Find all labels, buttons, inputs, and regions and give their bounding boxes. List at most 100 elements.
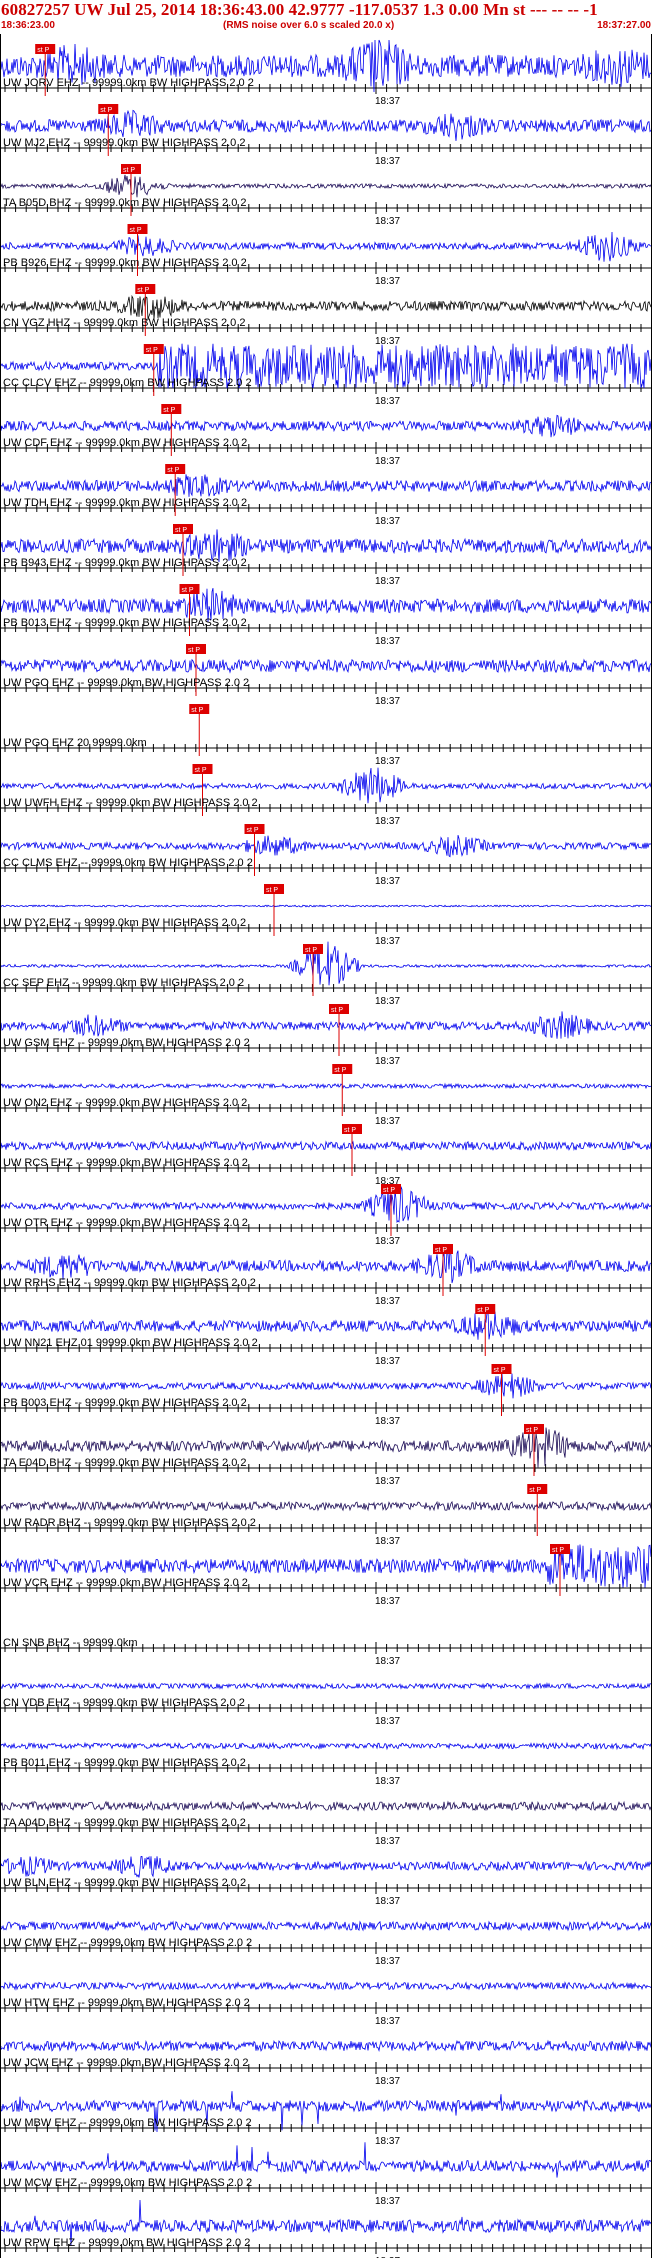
minute-label: 18:37 (375, 1236, 400, 1247)
trace-row: 18:37 st P CC CLCV EHZ -- 99999.0km BW HIG… (0, 343, 652, 407)
trace-row: 18:37 st P TA E04D BHZ -- 99999.0km BW HIG… (0, 1424, 652, 1487)
waveform (0, 1373, 652, 1399)
waveform (0, 1800, 652, 1812)
pick-label: st P (100, 107, 112, 114)
pick-label: st P (123, 167, 135, 174)
waveform (0, 1544, 652, 1588)
pick-label: st P (494, 1367, 506, 1374)
pick-flag (165, 464, 186, 474)
minute-label: 18:37 (375, 756, 400, 767)
pick-label: st P (266, 887, 278, 894)
minute-label: 18:37 (375, 1356, 400, 1367)
minute-label: 18:37 (375, 2136, 400, 2147)
pick-flag (143, 344, 164, 354)
minute-label: 18:37 (375, 1896, 400, 1907)
waveform (0, 1500, 652, 1512)
station-label: UW CDF EHZ -- 99999.0km BW HIGHPASS 2.0 … (3, 437, 247, 449)
pick-flag (98, 104, 119, 114)
station-label: UW MBW EHZ -- 99999.0km BW HIGHPASS 2.0 … (3, 2117, 252, 2129)
trace-row: 18:37 st P UW PGO EHZ 20 99999.0km (1, 704, 651, 767)
trace-row: 18:37 UW MBW EHZ -- 99999.0km BW HIGHPASS… (0, 2091, 652, 2147)
waveform (0, 231, 652, 262)
station-label: UW OTR EHZ -- 99999.0km BW HIGHPASS 2.0 … (3, 1217, 248, 1229)
pick-label: st P (175, 527, 187, 534)
minute-label: 18:37 (375, 1176, 400, 1187)
trace-row: 18:37 UW CMW EHZ -- 99999.0km BW HIGHPASS… (0, 1920, 652, 1967)
pick-flag (332, 1064, 353, 1074)
minute-label: 18:37 (375, 456, 400, 467)
pick-flag (189, 704, 210, 714)
pick-flag (264, 884, 284, 894)
minute-label: 18:37 (375, 1116, 400, 1127)
waveform (0, 1082, 652, 1090)
minute-label: 18:37 (375, 96, 400, 107)
page-title: 60827257 UW Jul 25, 2014 18:36:43.00 42.… (1, 0, 598, 19)
waveform (0, 834, 652, 858)
trace-row: 18:37 st P UW RADR BHZ -- 99999.0km BW HIG… (0, 1484, 652, 1547)
pick-flag (179, 584, 200, 594)
waveform (0, 39, 652, 93)
waveform (0, 1427, 652, 1468)
trace-row: 18:37 st P UW ON2 EHZ -- 99999.0km BW HIGH… (0, 1064, 652, 1127)
waveform (0, 1741, 652, 1751)
pick-flag (527, 1484, 548, 1494)
waveform (0, 174, 652, 198)
minute-label: 18:37 (375, 396, 400, 407)
pick-flag (35, 44, 56, 54)
station-label: UW RPW EHZ -- 99999.0km BW HIGHPASS 2.0 … (3, 2237, 250, 2249)
waveform (0, 941, 652, 986)
trace-row: 18:37 TA A04D BHZ -- 99999.0km BW HIGHPAS… (0, 1800, 652, 1847)
trace-row: 18:37 st P UW PGO EHZ -- 99999.0km BW HIGH… (0, 644, 652, 707)
station-label: UW PGO EHZ -- 99999.0km BW HIGHPASS 2.0 … (3, 677, 249, 689)
pick-flag (475, 1304, 496, 1314)
waveform (0, 1920, 652, 1932)
station-label: UW JORV EHZ -- 99999.0km BW HIGHPASS 2.0… (3, 77, 254, 89)
station-label: UW RCS EHZ -- 99999.0km BW HIGHPASS 2.0 … (3, 1157, 248, 1169)
pick-label: st P (130, 227, 142, 234)
station-label: CN VDB EHZ -- 99999.0km BW HIGHPASS 2.0 … (3, 1697, 245, 1709)
pick-label: st P (137, 287, 149, 294)
pick-label: st P (331, 1007, 343, 1014)
minute-label: 18:37 (375, 996, 400, 1007)
trace-row: 18:37 UW RPW EHZ -- 99999.0km BW HIGHPASS… (0, 2199, 652, 2263)
trace-row: 18:37 st P UW JORV EHZ -- 99999.0km BW HIG… (0, 39, 652, 107)
pick-flag (127, 224, 148, 234)
station-label: PB B926 EHZ -- 99999.0km BW HIGHPASS 2.0… (3, 257, 247, 269)
pick-flag (135, 284, 156, 294)
pick-label: st P (305, 947, 317, 954)
waveform (0, 1140, 652, 1152)
minute-label: 18:37 (375, 576, 400, 587)
pick-label: st P (526, 1427, 538, 1434)
pick-label: st P (334, 1067, 346, 1074)
pick-label: st P (188, 647, 200, 654)
pick-flag (342, 1124, 362, 1134)
minute-label: 18:37 (375, 1836, 400, 1847)
minute-label: 18:37 (375, 1536, 400, 1547)
pick-flag (173, 524, 193, 534)
trace-row: 18:37 st P UW UWFH EHZ -- 99999.0km BW HIG… (0, 764, 652, 827)
station-label: CC SEP EHZ -- 99999.0km BW HIGHPASS 2.0 … (3, 977, 244, 989)
trace-row: 18:37 st P CC CLMS EHZ -- 99999.0km BW HIG… (0, 824, 652, 887)
minute-label: 18:37 (375, 1656, 400, 1667)
minute-label: 18:37 (375, 2076, 400, 2087)
minute-label: 18:37 (375, 2196, 400, 2207)
station-label: UW HTW EHZ -- 99999.0km BW HIGHPASS 2.0 … (3, 1997, 250, 2009)
station-label: UW RADR BHZ -- 99999.0km BW HIGHPASS 2.0… (3, 1517, 256, 1529)
station-label: PB B003 EHZ -- 99999.0km BW HIGHPASS 2.0… (3, 1397, 247, 1409)
station-label: TA A04D BHZ -- 99999.0km BW HIGHPASS 2.0… (3, 1817, 246, 1829)
trace-row: 18:37 st P UW NN21 EHZ 01 99999.0km BW HIG… (0, 1304, 652, 1367)
trace-row: 18:37 st P PB B003 EHZ -- 99999.0km BW HIG… (0, 1364, 652, 1427)
waveform (0, 1981, 652, 1991)
pick-label: st P (146, 347, 158, 354)
end-time: 18:37:27.00 (597, 20, 651, 31)
minute-label: 18:37 (375, 696, 400, 707)
pick-label: st P (191, 707, 203, 714)
station-label: UW BLN EHZ -- 99999.0km BW HIGHPASS 2.0 … (3, 1877, 246, 1889)
trace-row: 18:37 PB B011 EHZ -- 99999.0km BW HIGHPAS… (0, 1741, 652, 1787)
trace-row: 18:37 CN SNB BHZ -- 99999.0km (1, 1637, 651, 1667)
pick-label: st P (552, 1547, 564, 1554)
waveform (0, 343, 652, 389)
trace-row: 18:37 st P CN VGZ HHZ -- 99999.0km BW HIGH… (0, 284, 652, 347)
pick-label: st P (247, 827, 259, 834)
minute-label: 18:37 (375, 636, 400, 647)
